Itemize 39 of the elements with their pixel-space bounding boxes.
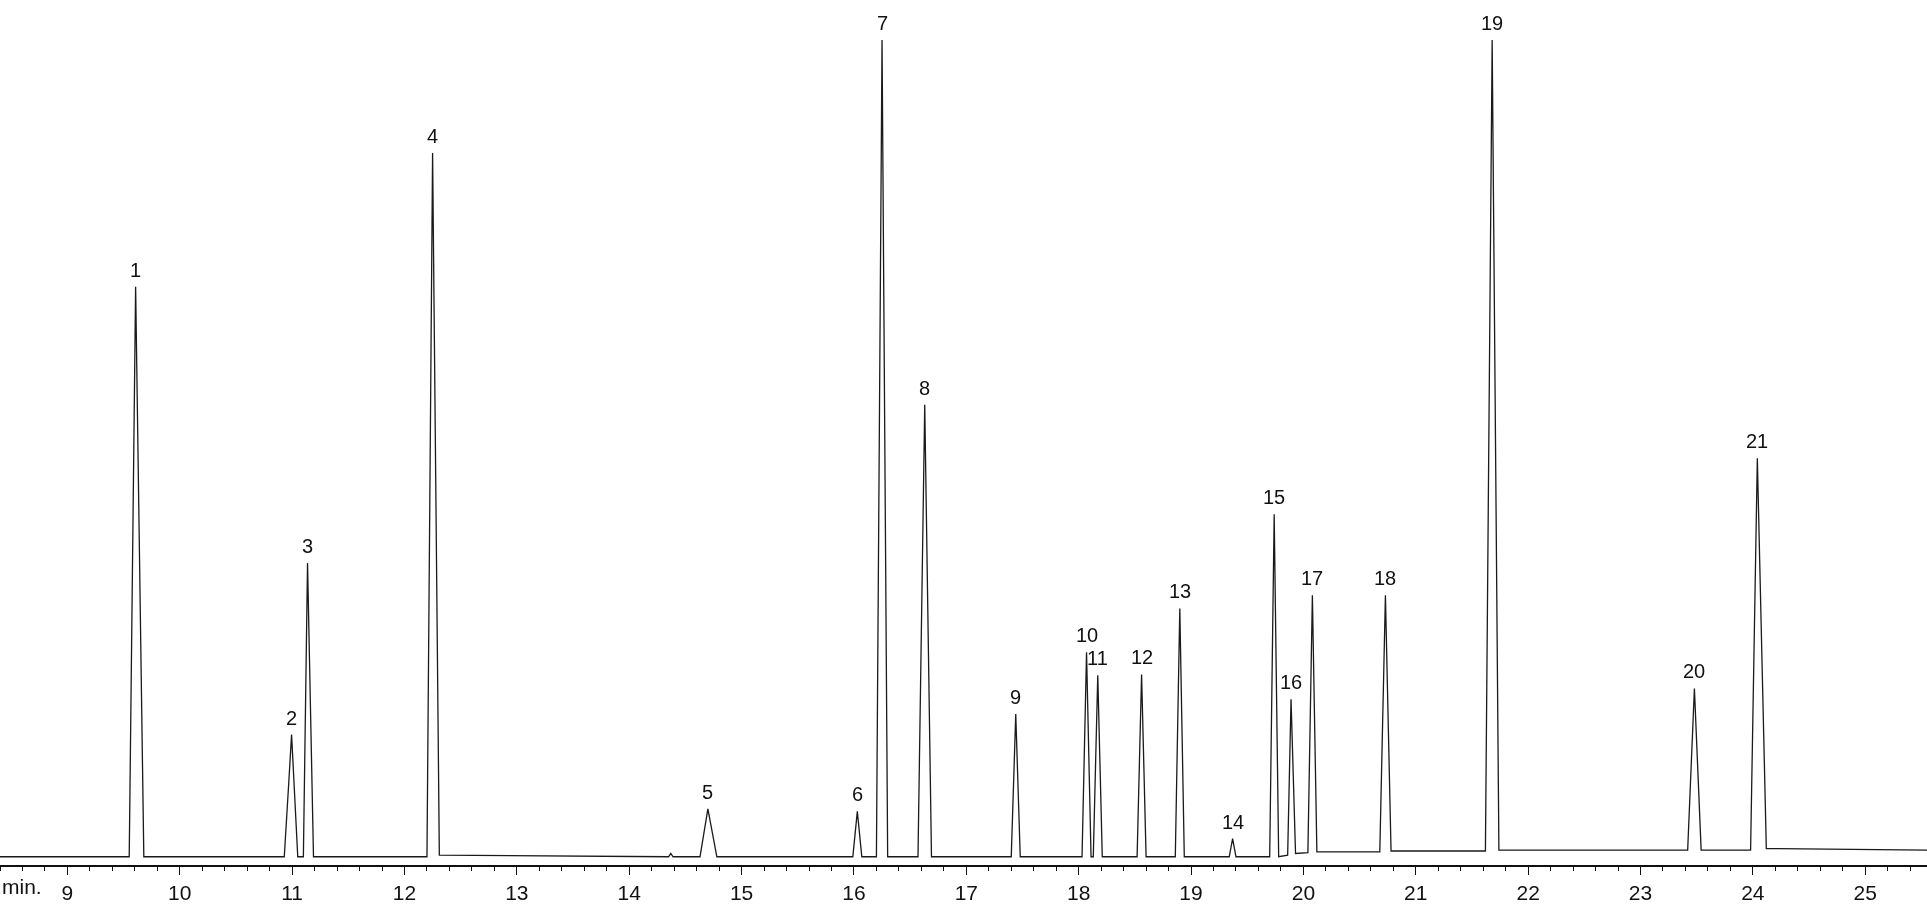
- annotation: 9: [1010, 686, 1022, 708]
- x-tick-label: 23: [1628, 880, 1653, 904]
- x-tick-label: 15: [729, 880, 754, 904]
- annotation: 17: [1301, 567, 1324, 589]
- annotation: 18: [1374, 567, 1397, 589]
- annotation: 7: [877, 12, 889, 34]
- annotation: 2: [286, 707, 298, 729]
- annotation: 14: [1222, 811, 1245, 833]
- x-tick-label: 10: [168, 880, 192, 904]
- annotation: 16: [1280, 671, 1303, 693]
- annotation: 10: [1076, 624, 1099, 646]
- annotation: 12: [1131, 646, 1154, 668]
- x-tick-label: 25: [1853, 880, 1877, 904]
- x-tick-label: 24: [1741, 880, 1765, 904]
- x-tick-label: 22: [1516, 880, 1540, 904]
- x-tick-label: 12: [392, 880, 417, 904]
- x-tick-label: 19: [1179, 880, 1203, 904]
- annotation: 21: [1746, 430, 1769, 452]
- x-tick-label: 20: [1291, 880, 1316, 904]
- x-tick-label: 18: [1066, 880, 1091, 904]
- annotation: 3: [302, 535, 314, 557]
- x-tick-label: 11: [281, 880, 304, 904]
- x-tick-label: 17: [954, 880, 978, 904]
- annotation: 11: [1087, 647, 1108, 669]
- x-tick-label: 21: [1404, 880, 1428, 904]
- x-tick-label: 14: [617, 880, 642, 904]
- annotation: 15: [1263, 486, 1286, 508]
- x-axis-title: min.: [2, 875, 42, 898]
- annotation: 8: [919, 377, 931, 399]
- x-tick-label: 13: [505, 880, 529, 904]
- annotation: 1: [130, 259, 142, 281]
- x-tick-label: 9: [61, 880, 74, 904]
- annotation: 4: [427, 125, 439, 147]
- annotation: 13: [1169, 580, 1192, 602]
- x-tick-label: 16: [842, 880, 866, 904]
- annotation: 5: [702, 781, 714, 803]
- annotation: 19: [1481, 12, 1504, 34]
- annotation: 20: [1683, 660, 1706, 682]
- annotation: 6: [852, 783, 864, 805]
